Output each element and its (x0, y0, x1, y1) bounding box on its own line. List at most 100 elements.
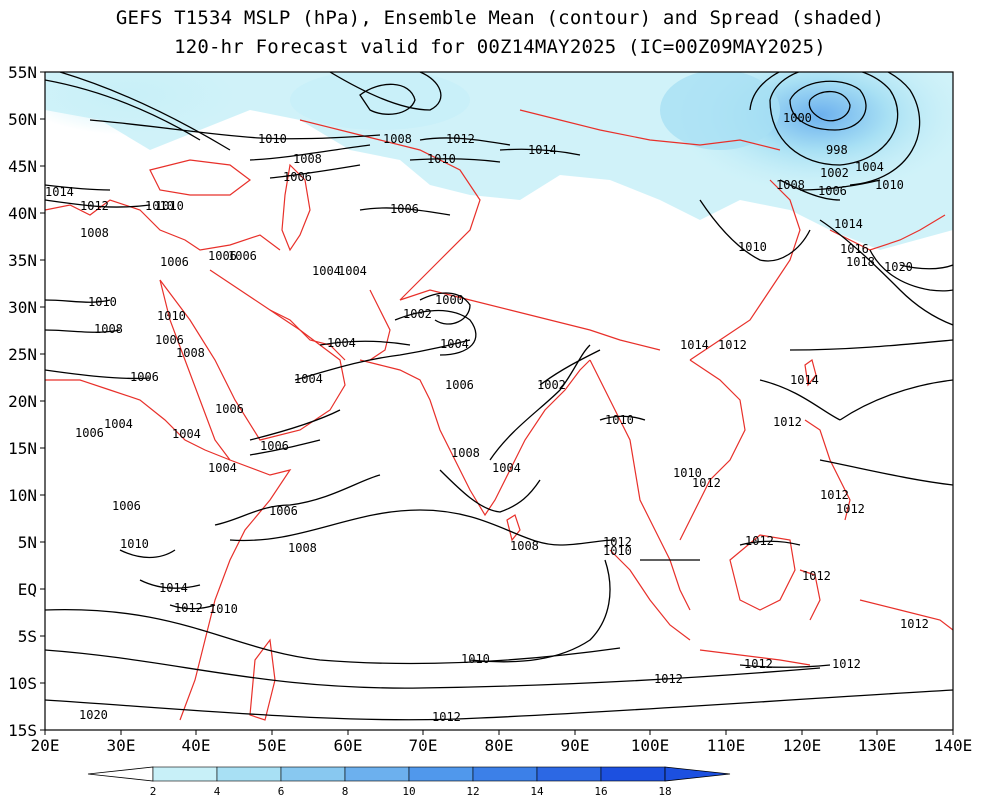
spread-core-north-mid (290, 72, 470, 130)
contour-label: 1010 (155, 199, 184, 213)
contour-label: 1010 (427, 152, 456, 166)
contour-north-loops-4 (359, 83, 416, 115)
contour-label: 1010 (120, 537, 149, 551)
contour-label: 1004 (312, 264, 341, 278)
lat-tick-label: 10N (8, 486, 37, 505)
coast-caspian-sea (281, 163, 311, 252)
coast-sulawesi (799, 569, 821, 621)
contour-1002-india (539, 349, 601, 386)
coast-indochina (679, 359, 746, 541)
contour-label: 1014 (159, 581, 188, 595)
contour-label: 1012 (432, 710, 461, 724)
colorbar-label: 2 (150, 785, 157, 798)
chart-title: GEFS T1534 MSLP (hPa), Ensemble Mean (co… (115, 7, 885, 29)
coastlines (45, 109, 953, 721)
contour-label: 1010 (603, 544, 632, 558)
lon-tick-label: 90E (561, 736, 590, 755)
coast-china-east (689, 179, 801, 361)
lat-tick-label: 50N (8, 110, 37, 129)
contour-1004-arabia (294, 339, 471, 381)
contour-label: 1012 (718, 338, 747, 352)
contour-label: 1006 (208, 249, 237, 263)
contour-label: 1008 (510, 539, 539, 553)
contour-1002-ne (769, 72, 899, 166)
contour-1012-pacific (759, 379, 841, 421)
contour-998-ne (808, 90, 851, 122)
contour-label: 1010 (209, 602, 238, 616)
contour-label: 1006 (215, 402, 244, 416)
contour-label: 1014 (790, 373, 819, 387)
lat-tick-label: 5S (18, 627, 37, 646)
contour-label: 1014 (834, 217, 863, 231)
axis-ticks (40, 71, 954, 735)
contour-label: 1012 (836, 502, 865, 516)
coast-black-sea (149, 159, 251, 196)
contour-1012-south-2 (45, 649, 821, 689)
contour-label: 1004 (172, 427, 201, 441)
contour-1000-ne (789, 80, 867, 131)
lat-tick-label: 15S (8, 721, 37, 740)
contour-label: 1000 (783, 111, 812, 125)
lon-tick-label: 130E (858, 736, 897, 755)
coast-new-guinea (859, 599, 953, 631)
lat-tick-label: 15N (8, 439, 37, 458)
contour-1010-south (45, 608, 621, 665)
contour-1008-mid (229, 509, 616, 546)
border-india-pakistan (369, 289, 391, 361)
contour-label: 1006 (445, 378, 474, 392)
contour-1006-mid (214, 474, 381, 526)
colorbar-label: 6 (278, 785, 285, 798)
lon-tick-label: 80E (485, 736, 514, 755)
colorbar-bin (216, 766, 282, 782)
contour-1010-china (699, 199, 811, 262)
contour-label: 1012 (745, 534, 774, 548)
coast-bay-of-bengal-east (589, 359, 691, 611)
contour-1010-arc (469, 559, 611, 663)
contour-west-1014 (45, 184, 111, 191)
contour-label: 1020 (79, 708, 108, 722)
colorbar-label: 10 (402, 785, 415, 798)
coast-madagascar (249, 638, 276, 721)
contour-1012-south-3 (45, 689, 953, 721)
contour-label: 1008 (383, 132, 412, 146)
coast-java (699, 649, 811, 666)
spread-core-north-center (660, 72, 780, 150)
colorbar-bin (280, 766, 346, 782)
coast-arabia (159, 269, 346, 441)
contour-label: 1014 (680, 338, 709, 352)
contour-label: 1006 (160, 255, 189, 269)
contour-label: 1010 (461, 652, 490, 666)
contour-africa-1012 (169, 604, 216, 610)
lat-tick-label: 40N (8, 204, 37, 223)
colorbar: 2 4 6 8 10 12 14 16 18 (87, 766, 731, 798)
contour-africa-1014 (139, 579, 201, 589)
contour-label: 1012 (174, 601, 203, 615)
contour-1010-north (89, 119, 381, 140)
contour-label: 1004 (104, 417, 133, 431)
contour-label: 1006 (390, 202, 419, 216)
lat-tick-label: 5N (18, 533, 37, 552)
lat-tick-label: 20N (8, 392, 37, 411)
contour-label: 1006 (228, 249, 257, 263)
contour-1006-arabia (249, 409, 341, 441)
contour-1004-gulf (319, 340, 411, 346)
contour-1018-pacific (869, 249, 953, 292)
lat-tick-label: 30N (8, 298, 37, 317)
contour-1012-java (739, 664, 831, 668)
lat-tick-label: EQ (18, 580, 37, 599)
contour-label: 1012 (654, 672, 683, 686)
contour-1002-pak (394, 309, 477, 356)
contour-label: 1006 (818, 184, 847, 198)
colorbar-label: 18 (658, 785, 671, 798)
contour-label: 1006 (112, 499, 141, 513)
contour-label: 1012 (820, 488, 849, 502)
coast-taiwan (804, 359, 817, 387)
contour-label: 1010 (157, 309, 186, 323)
lat-tick-label: 35N (8, 251, 37, 270)
contour-label: 1006 (75, 426, 104, 440)
contour-1000-pakistan (419, 292, 471, 325)
contour-label: 1006 (260, 439, 289, 453)
contour-label: 1010 (88, 295, 117, 309)
colorbar-bin (152, 766, 218, 782)
